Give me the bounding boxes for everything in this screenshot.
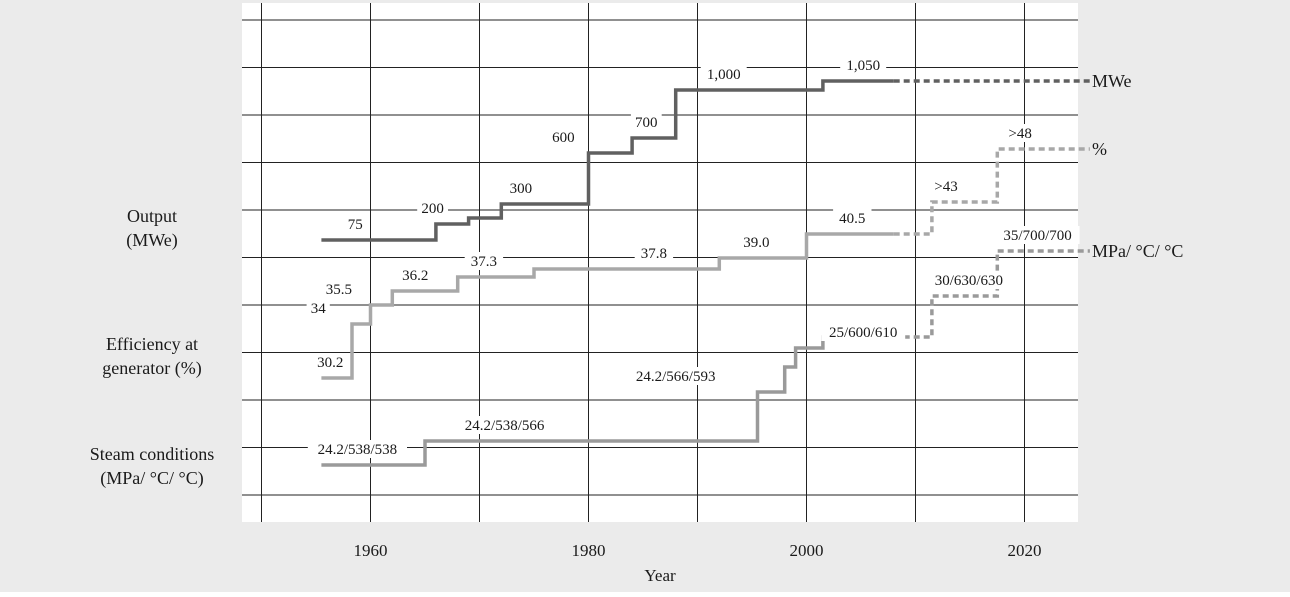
x-tick-label: 2020 xyxy=(1008,541,1042,560)
point-label-text: >48 xyxy=(1008,126,1031,142)
point-label: 35/700/700 xyxy=(995,226,1080,244)
point-label-text: 30.2 xyxy=(317,355,343,371)
grid-lines xyxy=(242,3,1078,522)
point-label: >48 xyxy=(1004,124,1036,142)
point-label: 30/630/630 xyxy=(926,271,1011,289)
point-label-bg xyxy=(626,367,726,385)
x-tick-label: 2000 xyxy=(790,541,824,560)
point-label-text: 35.5 xyxy=(326,282,352,298)
point-label: 24.2/538/538 xyxy=(307,440,407,458)
point-label-bg xyxy=(630,113,662,131)
row-labels: Output (MWe) Efficiency at generator (%) Ste… xyxy=(90,206,215,489)
series-projection-efficiency xyxy=(893,147,1090,236)
point-label-text: 40.5 xyxy=(839,211,865,227)
point-label-text: 24.2/538/538 xyxy=(318,442,398,458)
point-label: 35.5 xyxy=(319,280,359,298)
point-label-bg xyxy=(821,323,906,341)
row-label-efficiency: Efficiency at xyxy=(106,334,198,354)
point-label: 24.2/566/593 xyxy=(626,367,726,385)
point-label: 600 xyxy=(548,128,579,146)
point-label: 37.3 xyxy=(464,252,504,270)
series-legend: MWe% MPa/ °C/ °C xyxy=(1092,71,1183,261)
point-label-bg xyxy=(1004,124,1036,142)
row-label-efficiency: generator (%) xyxy=(102,358,201,379)
x-tick-label: 1960 xyxy=(354,541,388,560)
point-label-bg xyxy=(319,280,359,298)
point-label-text: 39.0 xyxy=(743,235,769,251)
row-label-output: Output xyxy=(127,206,177,226)
x-tick-label: 1980 xyxy=(572,541,606,560)
point-label: >43 xyxy=(930,177,962,195)
point-label-bg xyxy=(455,416,555,434)
point-label-bg xyxy=(634,244,674,262)
point-label-text: 36.2 xyxy=(402,268,428,284)
point-label-text: 35/700/700 xyxy=(1003,228,1071,244)
point-label-bg xyxy=(926,271,1011,289)
point-label-text: 37.3 xyxy=(471,254,497,270)
point-label-bg xyxy=(307,440,407,458)
point-label-text: 700 xyxy=(635,115,658,131)
series-line-output xyxy=(321,79,894,242)
series-projection-steam xyxy=(893,249,1090,339)
point-label-bg xyxy=(417,199,448,217)
point-label-bg xyxy=(737,233,776,251)
point-label: 39.0 xyxy=(737,233,776,251)
point-label-bg xyxy=(700,65,747,83)
point-label-text: 30/630/630 xyxy=(935,273,1003,289)
point-label-bg xyxy=(464,252,504,270)
point-label-bg xyxy=(343,215,367,233)
point-label-bg xyxy=(548,128,579,146)
point-label: 1,050 xyxy=(840,56,887,74)
point-label-text: 25/600/610 xyxy=(829,325,897,341)
point-label: 30.2 xyxy=(311,353,350,371)
point-label-text: 600 xyxy=(552,130,575,146)
point-label-text: 1,050 xyxy=(846,58,880,74)
point-label-bg xyxy=(995,226,1080,244)
point-label-text: 24.2/566/593 xyxy=(636,369,716,385)
point-labels: 75 200 300 600 700 1,000 1,050 30.2 34 35.5 36.2 37… xyxy=(306,56,1080,458)
point-label-text: 1,000 xyxy=(707,67,741,83)
point-label: 300 xyxy=(505,179,537,197)
point-label-text: 300 xyxy=(510,181,533,197)
point-label: 200 xyxy=(417,199,448,217)
series-name-label: % xyxy=(1092,139,1107,159)
point-label-bg xyxy=(311,353,350,371)
point-label-bg xyxy=(840,56,887,74)
x-axis-label: Year xyxy=(644,566,676,585)
point-label: 37.8 xyxy=(634,244,674,262)
point-label: 75 xyxy=(343,215,367,233)
point-label-bg xyxy=(833,209,872,227)
point-label-text: 75 xyxy=(348,217,363,233)
point-label-bg xyxy=(930,177,962,195)
series-line-steam xyxy=(321,335,894,467)
point-label-bg xyxy=(306,299,330,317)
point-label: 700 xyxy=(630,113,662,131)
point-label: 25/600/610 xyxy=(821,323,906,341)
point-label: 24.2/538/566 xyxy=(455,416,555,434)
point-label: 34 xyxy=(306,299,330,317)
series-name-label: MWe xyxy=(1092,71,1132,91)
series-name-label: MPa/ °C/ °C xyxy=(1092,241,1183,261)
point-label: 36.2 xyxy=(396,266,435,284)
point-label: 1,000 xyxy=(700,65,747,83)
point-label-text: 200 xyxy=(421,201,444,217)
point-label-text: 37.8 xyxy=(641,246,667,262)
point-label-bg xyxy=(505,179,537,197)
point-label-bg xyxy=(396,266,435,284)
x-axis: 1960 1980 2000 2020 Year xyxy=(354,541,1042,585)
point-label-text: 24.2/538/566 xyxy=(465,418,545,434)
row-label-steam: Steam conditions xyxy=(90,444,215,464)
series-line-efficiency xyxy=(321,232,894,380)
series-layer xyxy=(321,79,1090,467)
row-label-steam: (MPa/ °C/ °C) xyxy=(100,468,203,489)
row-label-output: (MWe) xyxy=(126,230,178,251)
point-label-text: 34 xyxy=(311,301,327,317)
point-label-text: >43 xyxy=(934,179,957,195)
plot-area xyxy=(242,3,1078,522)
point-label: 40.5 xyxy=(833,209,872,227)
